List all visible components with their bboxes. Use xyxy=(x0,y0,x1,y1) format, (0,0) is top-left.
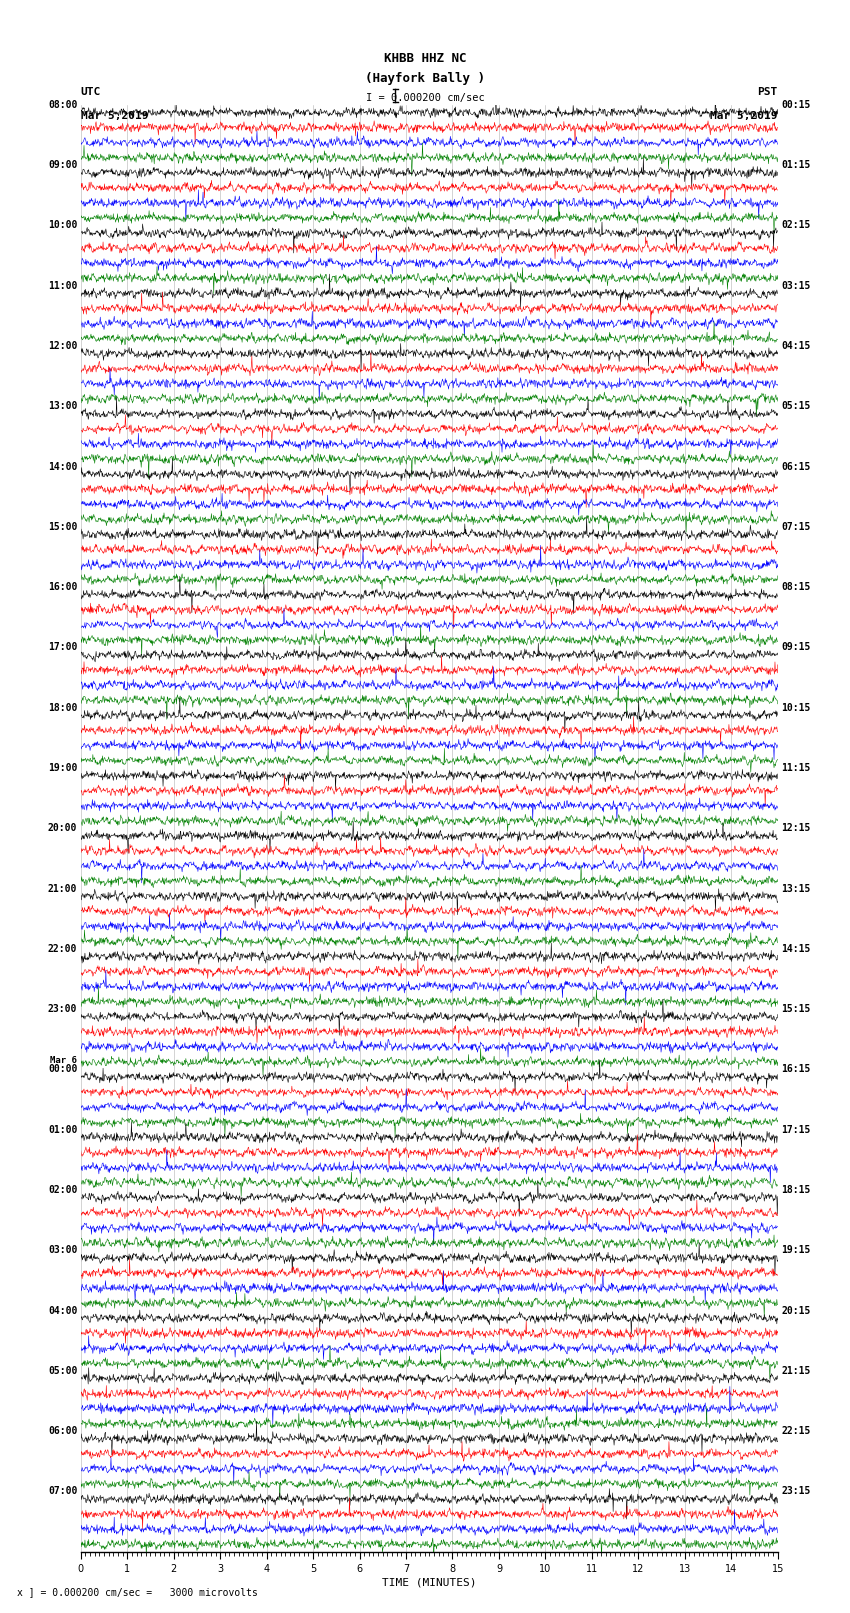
Text: 01:00: 01:00 xyxy=(48,1124,77,1134)
Text: Mar 6: Mar 6 xyxy=(50,1055,77,1065)
Text: 14:00: 14:00 xyxy=(48,461,77,471)
Text: 07:00: 07:00 xyxy=(48,1487,77,1497)
Text: KHBB HHZ NC: KHBB HHZ NC xyxy=(383,52,467,65)
Text: 07:15: 07:15 xyxy=(781,523,811,532)
Text: 10:15: 10:15 xyxy=(781,703,811,713)
Text: 06:15: 06:15 xyxy=(781,461,811,471)
Text: 18:00: 18:00 xyxy=(48,703,77,713)
Text: 05:15: 05:15 xyxy=(781,402,811,411)
Text: 11:00: 11:00 xyxy=(48,281,77,290)
Text: 12:00: 12:00 xyxy=(48,340,77,352)
Text: 10:00: 10:00 xyxy=(48,221,77,231)
Text: 06:00: 06:00 xyxy=(48,1426,77,1436)
Text: 19:00: 19:00 xyxy=(48,763,77,773)
Text: 08:15: 08:15 xyxy=(781,582,811,592)
Text: 04:00: 04:00 xyxy=(48,1305,77,1316)
Text: Mar 5,2019: Mar 5,2019 xyxy=(81,111,148,121)
Text: 23:00: 23:00 xyxy=(48,1005,77,1015)
Text: 21:00: 21:00 xyxy=(48,884,77,894)
Text: Mar 5,2019: Mar 5,2019 xyxy=(711,111,778,121)
Text: PST: PST xyxy=(757,87,778,97)
Text: 09:00: 09:00 xyxy=(48,160,77,169)
Text: I = 0.000200 cm/sec: I = 0.000200 cm/sec xyxy=(366,94,484,103)
Text: 13:15: 13:15 xyxy=(781,884,811,894)
Text: 16:00: 16:00 xyxy=(48,582,77,592)
Text: 17:00: 17:00 xyxy=(48,642,77,652)
Text: 00:15: 00:15 xyxy=(781,100,811,110)
X-axis label: TIME (MINUTES): TIME (MINUTES) xyxy=(382,1578,477,1587)
Text: 15:00: 15:00 xyxy=(48,523,77,532)
Text: 04:15: 04:15 xyxy=(781,340,811,352)
Text: 18:15: 18:15 xyxy=(781,1186,811,1195)
Text: 03:00: 03:00 xyxy=(48,1245,77,1255)
Text: 20:15: 20:15 xyxy=(781,1305,811,1316)
Text: 20:00: 20:00 xyxy=(48,823,77,834)
Text: 16:15: 16:15 xyxy=(781,1065,811,1074)
Text: 00:00: 00:00 xyxy=(48,1065,77,1074)
Text: 01:15: 01:15 xyxy=(781,160,811,169)
Text: (Hayfork Bally ): (Hayfork Bally ) xyxy=(365,73,485,85)
Text: 21:15: 21:15 xyxy=(781,1366,811,1376)
Text: 22:00: 22:00 xyxy=(48,944,77,953)
Text: 05:00: 05:00 xyxy=(48,1366,77,1376)
Text: 13:00: 13:00 xyxy=(48,402,77,411)
Text: 12:15: 12:15 xyxy=(781,823,811,834)
Text: 02:00: 02:00 xyxy=(48,1186,77,1195)
Text: 19:15: 19:15 xyxy=(781,1245,811,1255)
Text: 15:15: 15:15 xyxy=(781,1005,811,1015)
Text: 14:15: 14:15 xyxy=(781,944,811,953)
Text: 02:15: 02:15 xyxy=(781,221,811,231)
Text: 03:15: 03:15 xyxy=(781,281,811,290)
Text: 23:15: 23:15 xyxy=(781,1487,811,1497)
Text: UTC: UTC xyxy=(81,87,101,97)
Text: 22:15: 22:15 xyxy=(781,1426,811,1436)
Text: 17:15: 17:15 xyxy=(781,1124,811,1134)
Text: 09:15: 09:15 xyxy=(781,642,811,652)
Text: 11:15: 11:15 xyxy=(781,763,811,773)
Text: x ] = 0.000200 cm/sec =   3000 microvolts: x ] = 0.000200 cm/sec = 3000 microvolts xyxy=(17,1587,258,1597)
Text: 08:00: 08:00 xyxy=(48,100,77,110)
